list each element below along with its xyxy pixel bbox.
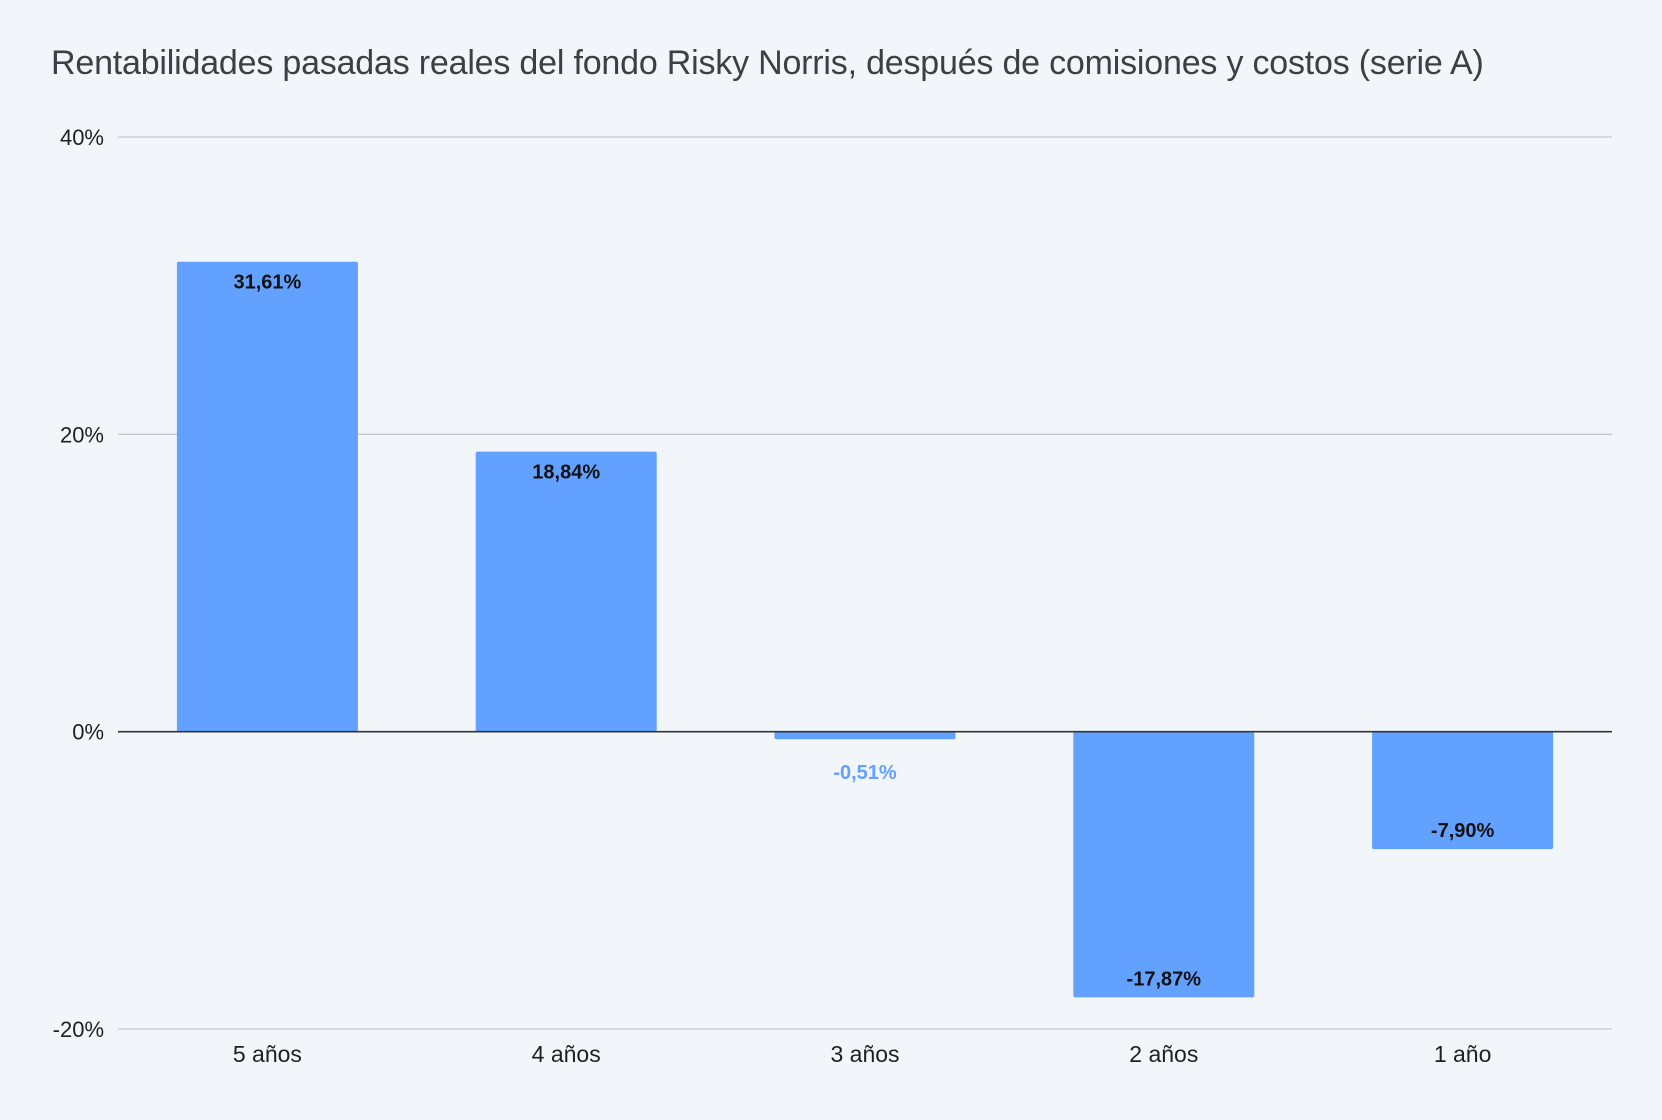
data-label: 31,61%	[233, 272, 301, 294]
x-tick-label: 5 años	[233, 1041, 302, 1067]
x-tick-label: 4 años	[532, 1041, 601, 1067]
y-tick-label: 0%	[72, 720, 104, 745]
data-label: -0,51%	[833, 762, 897, 784]
bar	[475, 451, 657, 732]
x-tick-label: 1 año	[1434, 1041, 1492, 1067]
y-tick-label: -20%	[53, 1017, 104, 1042]
bar	[1372, 731, 1554, 850]
bar	[774, 731, 956, 740]
data-label: 18,84%	[532, 462, 600, 484]
bar	[1073, 731, 1255, 998]
y-tick-label: 40%	[60, 125, 104, 150]
data-label: -7,90%	[1431, 820, 1495, 842]
y-tick-label: 20%	[60, 422, 104, 447]
chart-title: Rentabilidades pasadas reales del fondo …	[51, 44, 1484, 82]
x-tick-label: 2 años	[1129, 1041, 1198, 1067]
x-tick-label: 3 años	[830, 1041, 899, 1067]
data-label: -17,87%	[1127, 968, 1202, 990]
bar	[176, 261, 358, 732]
